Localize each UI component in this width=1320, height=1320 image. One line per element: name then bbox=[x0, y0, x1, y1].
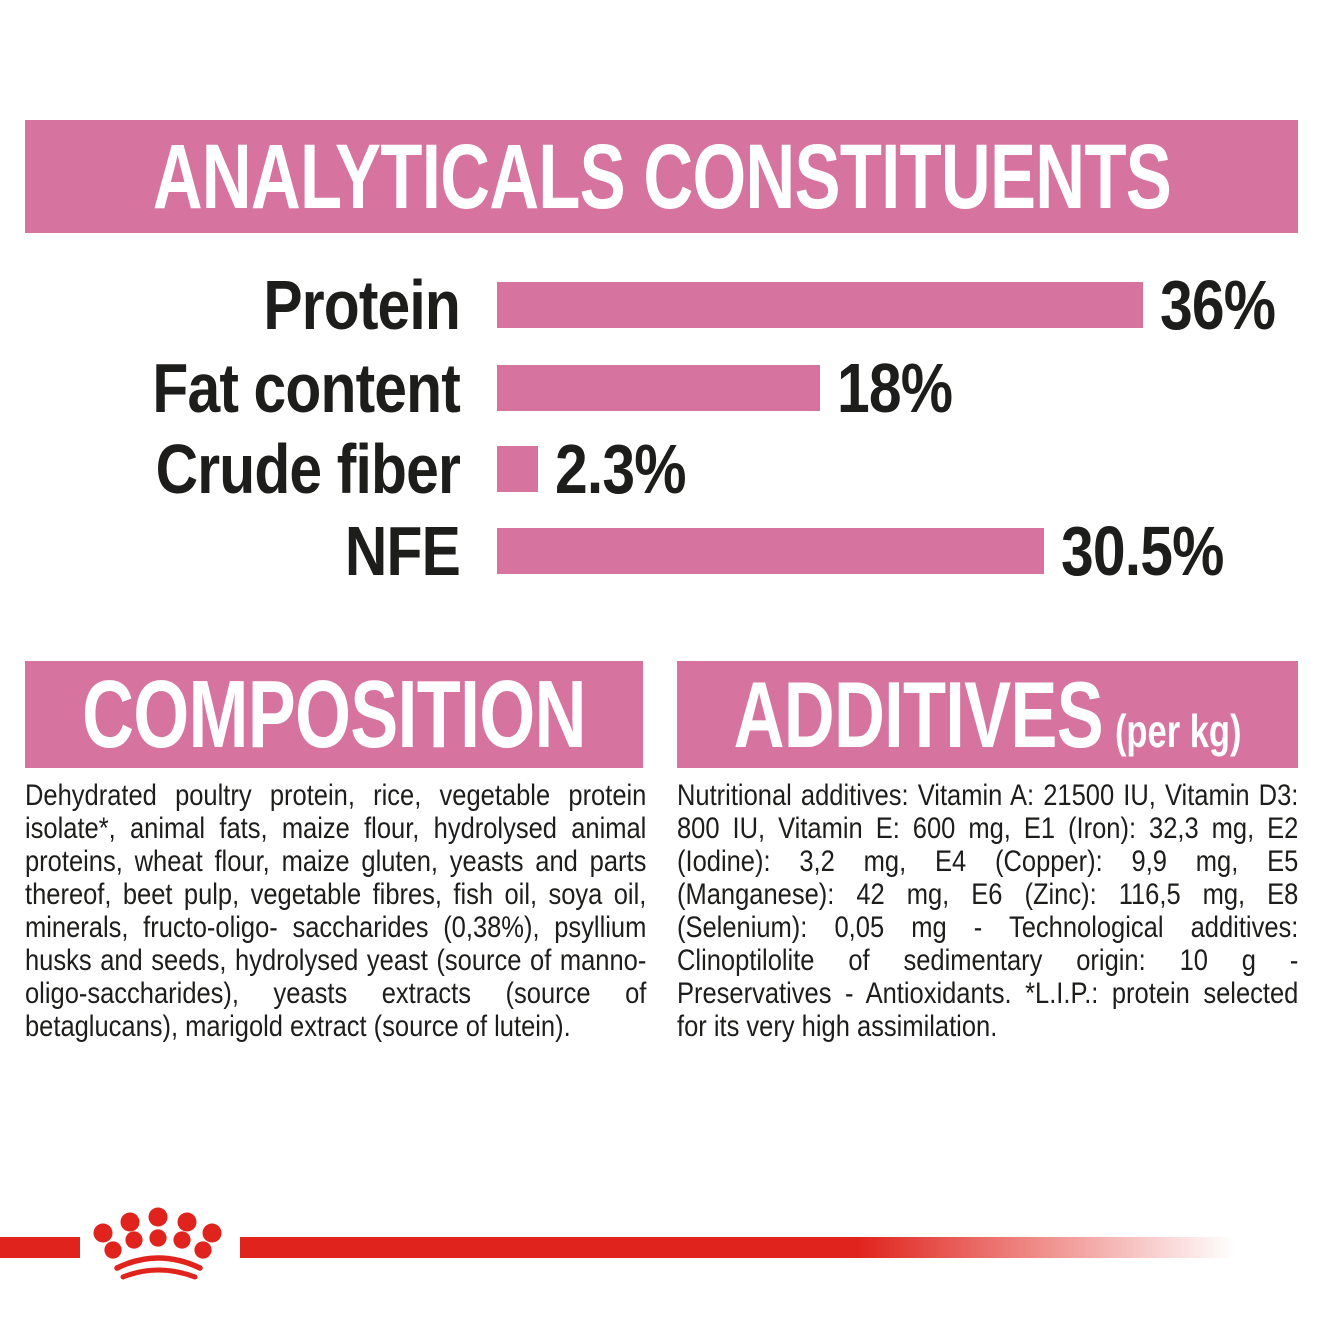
bar-label-nfe: NFE bbox=[344, 512, 461, 590]
additives-title: ADDITIVES (per kg) bbox=[734, 667, 1242, 762]
bar-fat-content bbox=[497, 365, 820, 411]
bar-value-protein: 36% bbox=[1160, 266, 1276, 344]
analyticals-title: ANALYTICALS CONSTITUENTS bbox=[152, 125, 1171, 228]
bar-label-fat-content: Fat content bbox=[152, 349, 460, 427]
bar-nfe bbox=[497, 528, 1044, 574]
additives-unit-label: (per kg) bbox=[1114, 704, 1242, 757]
bar-value-crude-fiber: 2.3% bbox=[555, 430, 687, 508]
composition-title: COMPOSITION bbox=[82, 660, 587, 768]
brand-line-left bbox=[0, 1237, 80, 1258]
chart-row-protein: Protein 36% bbox=[0, 270, 1320, 340]
additives-body: Nutritional additives: Vitamin A: 21500 … bbox=[677, 779, 1299, 1043]
analyticals-banner: ANALYTICALS CONSTITUENTS bbox=[25, 120, 1298, 233]
bar-value-fat-content: 18% bbox=[837, 349, 953, 427]
additives-title-text: ADDITIVES bbox=[733, 661, 1104, 767]
royal-canin-crown-icon bbox=[93, 1207, 222, 1280]
bar-label-protein: Protein bbox=[263, 266, 461, 344]
chart-row-fat-content: Fat content 18% bbox=[0, 353, 1320, 423]
brand-line-right-gradient bbox=[240, 1237, 1235, 1258]
chart-row-crude-fiber: Crude fiber 2.3% bbox=[0, 434, 1320, 504]
composition-body: Dehydrated poultry protein, rice, vegeta… bbox=[25, 779, 647, 1043]
bar-value-nfe: 30.5% bbox=[1061, 512, 1224, 590]
bar-protein bbox=[497, 282, 1143, 328]
bar-label-crude-fiber: Crude fiber bbox=[155, 430, 461, 508]
bar-crude-fiber bbox=[497, 446, 538, 492]
additives-banner: ADDITIVES (per kg) bbox=[677, 661, 1298, 768]
chart-row-nfe: NFE 30.5% bbox=[0, 516, 1320, 586]
composition-banner: COMPOSITION bbox=[25, 661, 643, 768]
